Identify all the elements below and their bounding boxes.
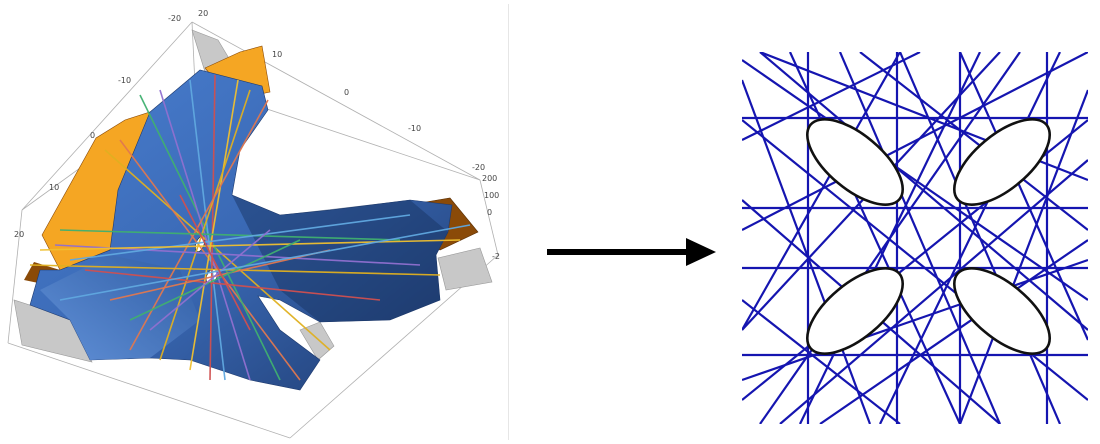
ray-line <box>84 269 381 301</box>
blue-line <box>958 89 1088 424</box>
blue-line <box>788 52 962 424</box>
ovals <box>806 118 1051 355</box>
tick-left-1: 0 <box>90 131 95 140</box>
blue-line <box>742 52 921 141</box>
transformation-arrow <box>547 238 716 266</box>
ray-line <box>59 224 471 301</box>
ray-line <box>109 249 331 301</box>
tick-right-0: -20 <box>472 163 485 172</box>
tick-top-2: 10 <box>272 50 282 59</box>
tick-right-4: -2 <box>492 252 500 261</box>
ray-line <box>129 239 301 321</box>
tick-top-4: -10 <box>408 124 421 133</box>
line-arrangement <box>742 52 1088 424</box>
tick-right-1: 200 <box>482 174 497 183</box>
blue-line <box>898 52 1062 424</box>
oval-bottom-left <box>806 267 904 355</box>
surface-3d-plot: -20 20 10 0 -10 -10 0 10 20 -20 200 100 … <box>7 9 500 439</box>
panel-divider <box>508 4 509 440</box>
ray-line <box>139 94 281 381</box>
blue-line <box>779 159 1088 424</box>
arrow-head <box>686 238 716 266</box>
ray-line <box>104 149 331 351</box>
blue-line <box>742 59 1088 301</box>
colored-rays <box>29 74 471 381</box>
ray-line <box>159 89 251 361</box>
tick-right-2: 100 <box>484 191 499 200</box>
blue-line <box>859 52 1088 231</box>
oval-bottom-right <box>953 267 1051 355</box>
ray-line <box>69 214 411 261</box>
tick-left-0: -10 <box>118 76 131 85</box>
ray-line <box>179 194 251 331</box>
ray-line <box>189 79 226 381</box>
blue-surface-shadow <box>232 195 448 322</box>
oval-top-right <box>953 118 1051 206</box>
ray-line <box>189 79 239 371</box>
blue-line <box>838 52 1002 424</box>
blue-lines <box>742 52 1088 424</box>
tick-left-3: 20 <box>14 230 24 239</box>
blue-line <box>742 258 1088 382</box>
ray-line <box>39 239 461 251</box>
blue-line <box>742 79 872 424</box>
blue-line <box>742 52 1088 231</box>
tick-left-2: 10 <box>49 183 59 192</box>
tick-labels: -20 20 10 0 -10 -10 0 10 20 -20 200 100 … <box>14 9 500 261</box>
blue-line <box>819 239 1088 424</box>
ray-line <box>119 139 301 381</box>
gray-cap-right <box>437 247 493 291</box>
blue-line <box>742 299 901 424</box>
tick-top-1: 20 <box>198 9 208 18</box>
tick-top-3: 0 <box>344 88 349 97</box>
oval-top-left <box>806 118 904 206</box>
blue-line <box>742 52 901 331</box>
ray-line <box>59 229 401 241</box>
tick-right-3: 0 <box>487 208 492 217</box>
tick-top-0: -20 <box>168 14 181 23</box>
ray-line <box>149 229 271 331</box>
ray-line <box>209 74 216 381</box>
blue-line <box>879 52 1061 424</box>
blue-line <box>759 52 1021 424</box>
blue-line <box>958 52 1088 341</box>
